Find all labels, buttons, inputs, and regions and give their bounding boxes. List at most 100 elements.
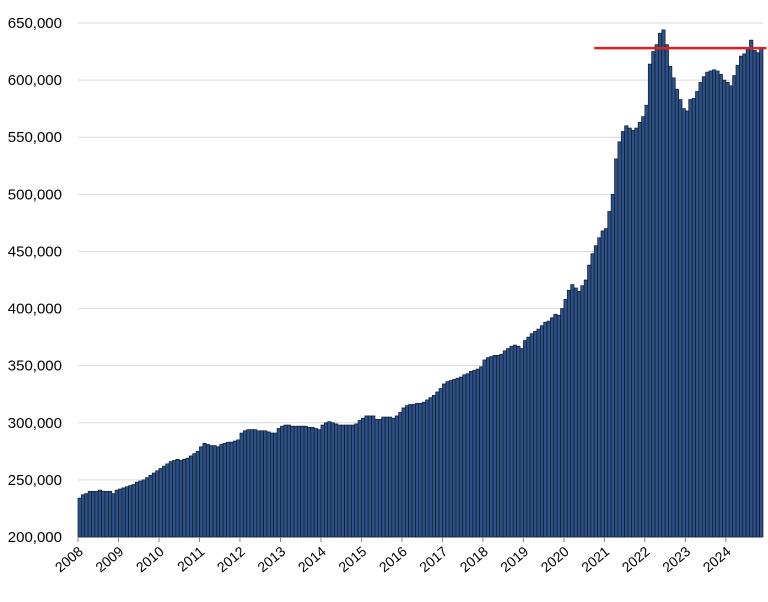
bar	[600, 230, 605, 538]
bar	[590, 253, 595, 538]
bar	[435, 391, 440, 538]
bar	[320, 424, 325, 538]
bar	[631, 130, 636, 538]
y-tick-label: 550,000	[8, 129, 62, 146]
bar	[658, 32, 663, 538]
bar	[84, 493, 89, 538]
bar	[624, 125, 629, 538]
bar	[408, 404, 413, 538]
bar	[512, 344, 518, 538]
x-tick-label: 2019	[497, 543, 531, 575]
bar	[394, 415, 399, 538]
bar	[573, 287, 578, 538]
bar	[165, 463, 170, 538]
bar	[229, 441, 234, 538]
bar	[691, 98, 696, 538]
bar	[121, 487, 126, 538]
bar	[688, 99, 693, 538]
bar	[168, 461, 173, 538]
bar	[448, 380, 453, 538]
bar	[195, 450, 200, 538]
bar	[303, 425, 308, 538]
bar	[192, 453, 197, 538]
y-tick-label: 350,000	[8, 358, 62, 375]
bar	[111, 493, 116, 538]
bar	[178, 460, 183, 538]
bar	[104, 490, 109, 538]
bar	[118, 488, 123, 538]
bar	[334, 423, 339, 538]
bar	[128, 485, 133, 538]
x-tick-label: 2010	[133, 543, 167, 575]
y-tick-label: 500,000	[8, 186, 62, 203]
bar	[526, 336, 531, 538]
bar	[175, 458, 180, 538]
bar	[222, 442, 227, 538]
bar	[614, 158, 619, 538]
bar	[151, 472, 156, 538]
bar	[641, 116, 646, 538]
bar	[678, 99, 683, 538]
x-tick-label: 2023	[659, 543, 693, 575]
bar	[310, 427, 315, 538]
bar	[442, 383, 447, 538]
bar	[523, 340, 528, 538]
bar	[627, 127, 632, 538]
bar	[87, 490, 92, 538]
bar	[354, 423, 359, 538]
x-tick-label: 2021	[578, 543, 612, 575]
bar	[577, 291, 582, 538]
bar	[256, 430, 261, 538]
x-tick-label: 2012	[214, 543, 248, 575]
bar	[77, 497, 82, 538]
bar	[377, 419, 383, 538]
bar	[634, 127, 639, 538]
bar	[242, 430, 248, 538]
bar	[185, 457, 190, 538]
bar	[101, 490, 106, 538]
x-tick-label: 2016	[376, 543, 410, 575]
bar	[587, 264, 592, 538]
bar	[593, 245, 599, 538]
bar	[647, 63, 652, 538]
bar	[367, 415, 372, 538]
bar	[131, 484, 136, 538]
bar	[583, 279, 588, 538]
x-tick-label: 2017	[416, 543, 450, 575]
bar	[732, 75, 737, 538]
bar	[469, 371, 474, 538]
bar	[138, 480, 143, 538]
x-tick-label: 2018	[457, 543, 491, 575]
bar	[296, 425, 302, 538]
x-tick-label: 2014	[295, 543, 329, 575]
bar	[232, 440, 237, 538]
bar	[563, 299, 568, 538]
bar	[189, 455, 194, 538]
bar	[155, 470, 160, 538]
bar	[263, 430, 268, 538]
bar	[350, 424, 356, 538]
bar	[438, 388, 443, 538]
bar	[502, 350, 507, 538]
bar	[158, 468, 163, 538]
bar	[212, 445, 217, 538]
bar	[307, 427, 312, 538]
bar	[550, 317, 555, 538]
bar	[570, 284, 575, 538]
bar	[276, 428, 281, 538]
bar	[701, 76, 706, 538]
bar	[327, 421, 332, 538]
bar	[344, 424, 349, 538]
bar	[428, 397, 433, 538]
bar	[259, 430, 264, 538]
bar	[718, 74, 723, 538]
bar	[404, 405, 410, 538]
bar	[323, 422, 329, 538]
bar	[749, 39, 754, 538]
bar	[617, 141, 622, 538]
bar	[340, 424, 345, 538]
bar	[735, 64, 740, 538]
bar	[172, 460, 177, 538]
bar	[266, 431, 271, 538]
